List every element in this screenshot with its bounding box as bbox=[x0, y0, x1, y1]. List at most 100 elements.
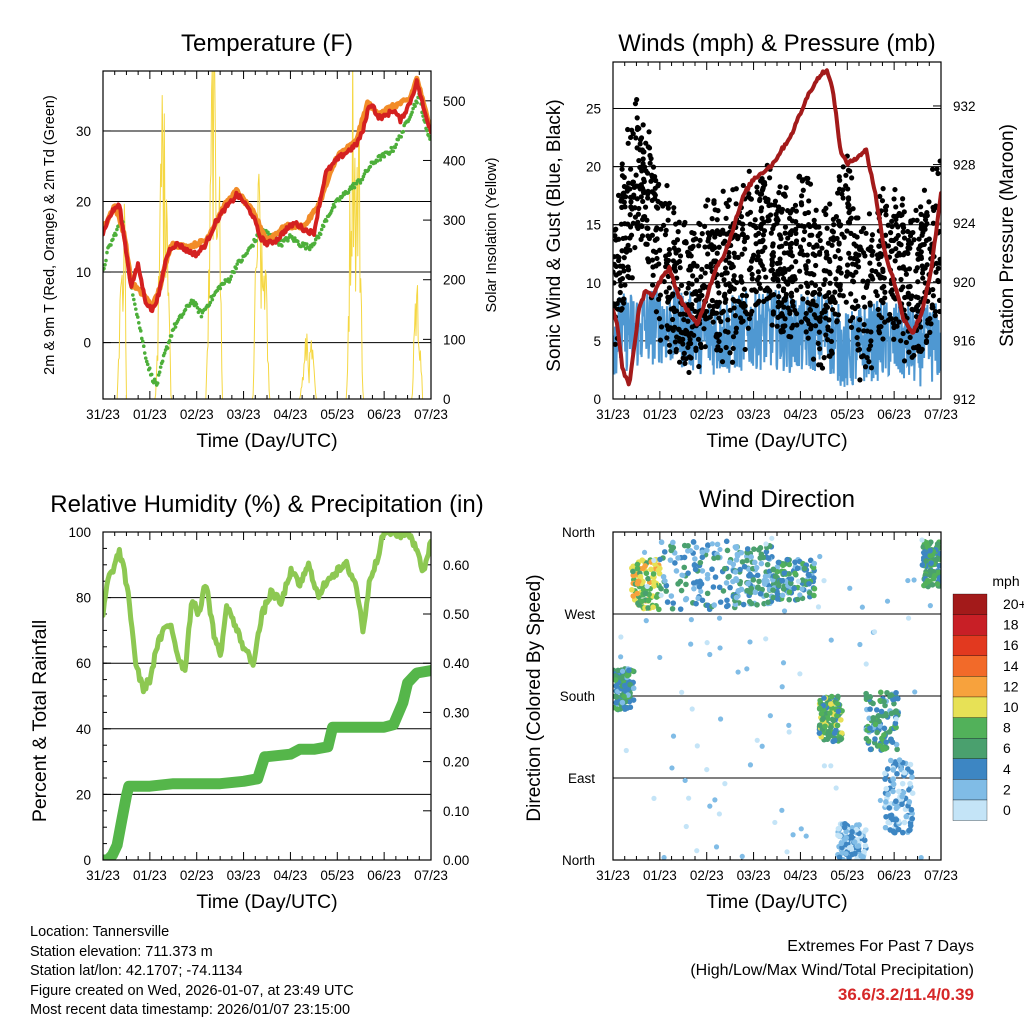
gust-point bbox=[761, 219, 767, 225]
gust-point bbox=[783, 240, 789, 246]
wind-direction-point bbox=[740, 601, 747, 608]
gust-point bbox=[893, 204, 899, 210]
gust-point bbox=[757, 285, 763, 291]
gust-point bbox=[840, 195, 846, 201]
dewpoint-point bbox=[425, 128, 429, 133]
gust-point bbox=[770, 311, 777, 317]
gust-point bbox=[647, 160, 653, 166]
gust-point bbox=[874, 252, 880, 258]
wind-direction-point bbox=[754, 572, 761, 579]
dewpoint-point bbox=[396, 137, 401, 142]
dewpoint-point bbox=[167, 339, 172, 343]
gust-point bbox=[720, 308, 727, 314]
gust-point bbox=[650, 164, 657, 170]
humidity-y2-tick-label: 0.40 bbox=[443, 656, 469, 671]
wind-direction-point bbox=[890, 767, 897, 773]
gust-point bbox=[900, 284, 906, 290]
winds-y2-tick-label: 932 bbox=[953, 99, 976, 114]
gust-point bbox=[771, 222, 777, 229]
wind-direction-point bbox=[634, 580, 641, 587]
gust-point bbox=[703, 203, 709, 209]
wind-direction-point bbox=[716, 811, 722, 817]
wind-direction-point bbox=[770, 594, 777, 601]
wind-direction-point bbox=[755, 547, 762, 553]
gust-point bbox=[633, 183, 640, 189]
dewpoint-point bbox=[215, 288, 220, 293]
winds-y2-tick-label: 912 bbox=[953, 392, 976, 407]
gust-point bbox=[918, 204, 924, 210]
gust-point bbox=[906, 301, 912, 307]
temperature-x-tick-label: 31/23 bbox=[86, 407, 120, 422]
humidity-x-tick-label: 01/23 bbox=[133, 868, 167, 883]
gust-point bbox=[925, 320, 931, 326]
gust-point bbox=[683, 238, 689, 245]
precipitation-line bbox=[103, 665, 431, 860]
wind-direction-point bbox=[882, 824, 889, 831]
gust-point bbox=[685, 285, 691, 291]
gust-point bbox=[625, 221, 631, 227]
wind-direction-point bbox=[792, 570, 798, 577]
gust-point bbox=[770, 241, 776, 247]
gust-point bbox=[748, 196, 754, 202]
wind-direction-point bbox=[642, 590, 649, 597]
gust-point bbox=[733, 186, 739, 192]
wind-direction-point bbox=[639, 598, 645, 604]
gust-point bbox=[698, 274, 704, 280]
gust-point bbox=[619, 275, 626, 282]
winds-y2-tick-label: 924 bbox=[953, 216, 976, 231]
gust-point bbox=[899, 202, 905, 208]
gust-point bbox=[759, 263, 765, 269]
gust-point bbox=[821, 355, 827, 361]
gust-point bbox=[930, 286, 936, 293]
wind-direction-point bbox=[650, 571, 657, 577]
gust-point bbox=[749, 271, 755, 278]
gust-point bbox=[768, 268, 774, 274]
wind-direction-point bbox=[780, 562, 786, 569]
dewpoint-point bbox=[307, 247, 312, 252]
wind-direction-point bbox=[795, 578, 802, 584]
gust-point bbox=[714, 334, 720, 340]
gust-point bbox=[623, 246, 629, 252]
wind-direction-point bbox=[859, 604, 865, 610]
gust-point bbox=[791, 273, 797, 280]
wind-direction-point bbox=[838, 840, 845, 847]
gust-point bbox=[805, 335, 811, 341]
gust-point bbox=[822, 308, 828, 315]
station-elevation: Station elevation: 711.373 m bbox=[30, 943, 213, 960]
recent-timestamp: Most recent data timestamp: 2026/01/07 2… bbox=[30, 1002, 351, 1019]
gust-point bbox=[676, 326, 682, 333]
gust-point bbox=[720, 227, 726, 233]
wind-direction-point bbox=[794, 596, 801, 603]
wind-direction-point bbox=[849, 828, 855, 835]
gust-point bbox=[699, 266, 705, 272]
gust-point bbox=[890, 320, 896, 326]
wind-direction-point bbox=[899, 801, 905, 808]
gust-point bbox=[702, 244, 708, 250]
gust-point bbox=[655, 183, 661, 189]
gust-point bbox=[775, 304, 781, 310]
dewpoint-point bbox=[313, 237, 318, 242]
gust-point bbox=[797, 268, 803, 274]
gust-point bbox=[883, 212, 889, 218]
gust-point bbox=[787, 308, 793, 314]
wind-direction-point bbox=[759, 586, 765, 593]
winds-y2-tick-label: 920 bbox=[953, 275, 976, 290]
wind_direction-x-label: Time (Day/UTC) bbox=[706, 891, 847, 913]
gust-point bbox=[879, 198, 886, 204]
gust-point bbox=[751, 252, 757, 258]
dewpoint-point bbox=[194, 302, 199, 307]
gust-point bbox=[913, 207, 919, 213]
gust-point bbox=[640, 190, 647, 196]
wind-direction-point bbox=[786, 561, 793, 568]
gust-point bbox=[866, 211, 873, 217]
wind-direction-point bbox=[893, 689, 899, 696]
wind-direction-point bbox=[899, 780, 906, 787]
humidity-y2-tick-label: 0.50 bbox=[443, 607, 469, 622]
wind-direction-point bbox=[817, 553, 823, 560]
wind-direction-point bbox=[642, 563, 648, 569]
wind_direction-y-tick-label: North bbox=[562, 525, 595, 540]
gust-point bbox=[811, 223, 817, 229]
temp-9m-line bbox=[103, 75, 431, 310]
humidity-y2-tick-label: 0.20 bbox=[443, 755, 469, 770]
dewpoint-point bbox=[131, 293, 135, 297]
